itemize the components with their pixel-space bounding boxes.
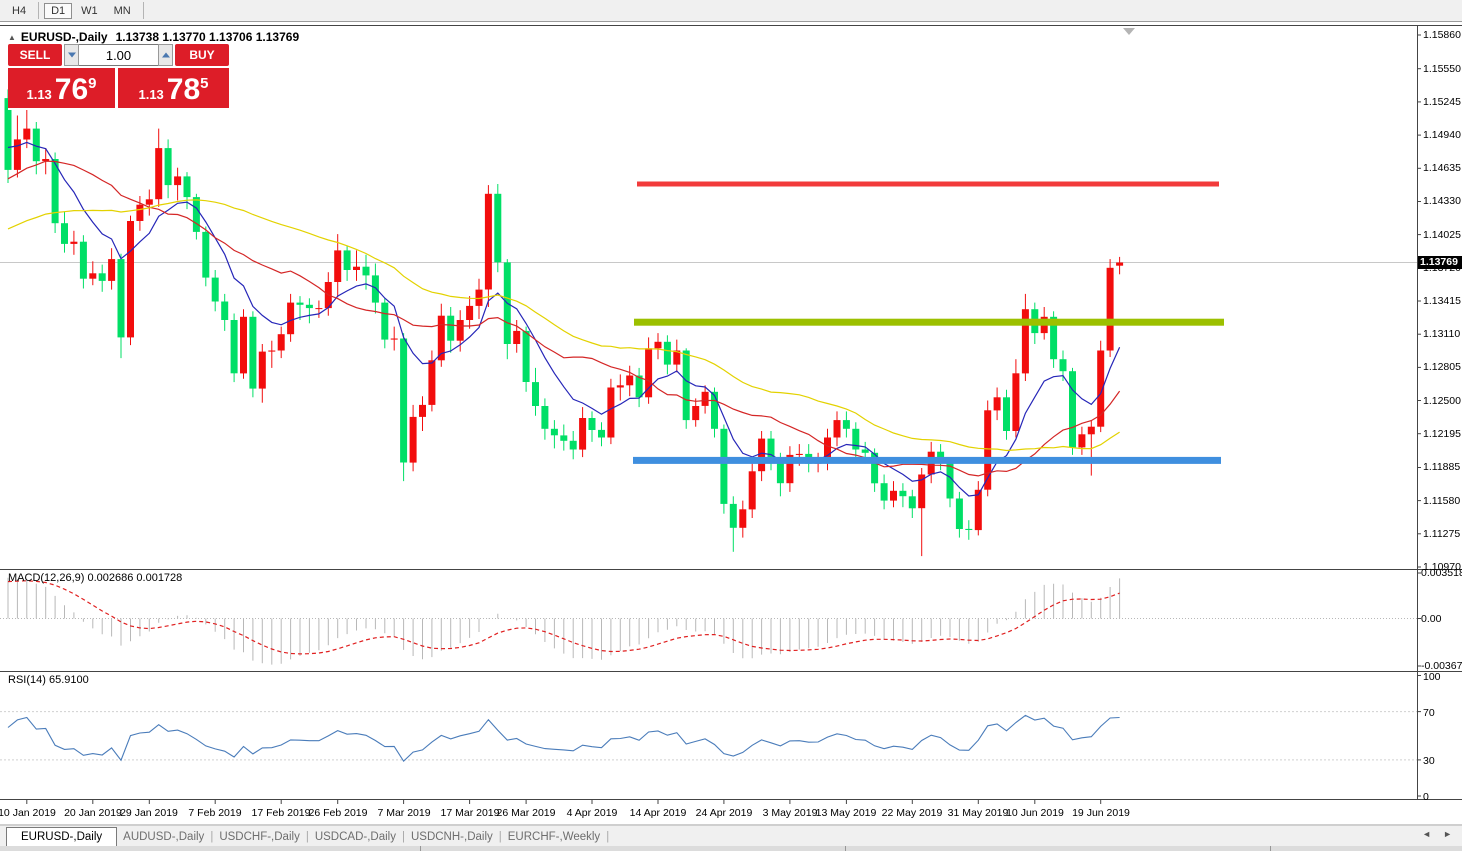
buy-price-sup: 5 — [200, 75, 209, 92]
date-tick-label: 17 Feb 2019 — [251, 807, 311, 819]
date-tick-label: 13 May 2019 — [815, 807, 877, 819]
date-tick-label: 7 Mar 2019 — [377, 807, 431, 819]
chart-tab-eurchf-weekly[interactable]: EURCHF-,Weekly — [507, 830, 601, 843]
price-tick-label: 1.11580 — [1423, 495, 1461, 507]
date-tick-label: 22 May 2019 — [881, 807, 943, 819]
rsi-panel[interactable] — [0, 672, 1417, 799]
date-tick-label: 20 Jan 2019 — [64, 807, 122, 819]
timeframe-toolbar: H4 D1 W1 MN — [0, 0, 1462, 22]
macd-tick-label: -0.00367 — [1421, 660, 1462, 672]
price-tick-label: 1.12805 — [1423, 361, 1461, 373]
status-separator — [420, 846, 421, 851]
macd-panel[interactable] — [0, 570, 1417, 671]
toolbar-separator — [38, 2, 40, 19]
chart-tab-usdchf-daily[interactable]: USDCHF-,Daily — [219, 830, 300, 843]
buy-button[interactable]: BUY — [175, 44, 229, 66]
collapse-arrow-icon[interactable]: ▲ — [8, 33, 16, 42]
volume-increase-button[interactable] — [158, 44, 173, 66]
sell-price-sup: 9 — [88, 75, 97, 92]
macd-tick-label: 0.00 — [1421, 613, 1442, 625]
sell-button[interactable]: SELL — [8, 44, 62, 66]
date-tick-label: 17 Mar 2019 — [440, 807, 500, 819]
tab-separator: | — [498, 830, 502, 843]
volume-control — [64, 44, 173, 66]
price-tick-label: 1.14940 — [1423, 129, 1461, 141]
chart-tab-eurusd-daily[interactable]: EURUSD-,Daily — [6, 826, 118, 847]
date-tick-label: 29 Jan 2019 — [120, 807, 178, 819]
sell-price-display[interactable]: 1.13 76 9 — [8, 68, 115, 108]
tab-scroll-arrows: ◄ ► — [1422, 829, 1452, 839]
buy-price-big: 78 — [166, 73, 201, 106]
down-arrow-icon — [67, 52, 76, 58]
tab-separator: | — [305, 830, 309, 843]
timeframe-button-h4[interactable]: H4 — [12, 4, 27, 17]
price-tick-label: 1.14330 — [1423, 195, 1461, 207]
date-tick-label: 7 Feb 2019 — [188, 807, 242, 819]
timeframe-button-w1[interactable]: W1 — [81, 4, 98, 17]
chart-symbol-title: EURUSD-,Daily — [20, 30, 108, 44]
chart-shift-marker-icon — [1123, 28, 1135, 35]
volume-decrease-button[interactable] — [64, 44, 79, 66]
price-tick-label: 1.10970 — [1423, 561, 1461, 573]
date-tick-label: 3 May 2019 — [762, 807, 818, 819]
sell-price-big: 76 — [54, 73, 89, 106]
rsi-tick-label: 30 — [1423, 755, 1435, 767]
macd-tick-label: 0.003518 — [1421, 567, 1462, 579]
price-tick-label: 1.12195 — [1423, 428, 1461, 440]
macd-indicator-label: MACD(12,26,9) 0.002686 0.001728 — [8, 572, 183, 584]
tab-scroll-right-icon[interactable]: ► — [1443, 829, 1452, 839]
date-tick-label: 31 May 2019 — [947, 807, 1009, 819]
price-tick-label: 1.11275 — [1423, 528, 1461, 540]
price-tick-label: 1.11885 — [1423, 461, 1461, 473]
rsi-tick-label: 100 — [1423, 671, 1441, 683]
chart-tab-usdcnh-daily[interactable]: USDCNH-,Daily — [410, 830, 493, 843]
date-tick-label: 10 Jun 2019 — [1006, 807, 1064, 819]
buy-price-prefix: 1.13 — [138, 87, 164, 102]
price-axis — [1417, 26, 1462, 799]
toolbar-separator — [142, 2, 144, 19]
current-price-label: 1.13769 — [1418, 256, 1462, 269]
date-tick-label: 14 Apr 2019 — [629, 807, 687, 819]
tab-separator: | — [210, 830, 214, 843]
price-tick-label: 1.14635 — [1423, 162, 1461, 174]
price-tick-label: 1.15860 — [1423, 29, 1461, 41]
date-tick-label: 19 Jun 2019 — [1072, 807, 1130, 819]
tab-separator: | — [401, 830, 405, 843]
price-tick-label: 1.12500 — [1423, 395, 1461, 407]
tab-separator: | — [606, 830, 610, 843]
date-tick-label: 26 Feb 2019 — [308, 807, 368, 819]
price-tick-label: 1.13415 — [1423, 295, 1461, 307]
date-tick-label: 24 Apr 2019 — [695, 807, 753, 819]
chart-title-bar: ▲ EURUSD-,Daily 1.13738 1.13770 1.13706 1.… — [8, 30, 299, 44]
one-click-trading-panel: SELL BUY 1.13 76 9 1.13 78 5 — [8, 44, 229, 110]
price-tick-label: 1.13110 — [1423, 328, 1461, 340]
date-tick-label: 4 Apr 2019 — [566, 807, 618, 819]
timeframe-button-mn[interactable]: MN — [113, 4, 131, 17]
chart-tab-audusd-daily[interactable]: AUDUSD-,Daily — [123, 830, 205, 843]
sell-price-prefix: 1.13 — [26, 87, 52, 102]
buy-price-display[interactable]: 1.13 78 5 — [118, 68, 229, 108]
chart-tab-bar: EURUSD-,Daily AUDUSD-,Daily | USDCHF-,Daily… — [0, 825, 1462, 847]
chart-tabs: EURUSD-,Daily AUDUSD-,Daily | USDCHF-,Daily… — [0, 826, 610, 847]
status-strip — [0, 846, 1462, 851]
rsi-tick-label: 70 — [1423, 707, 1435, 719]
rsi-indicator-label: RSI(14) 65.9100 — [8, 674, 89, 686]
volume-input[interactable] — [79, 44, 158, 66]
date-tick-label: 26 Mar 2019 — [496, 807, 556, 819]
status-separator — [1270, 846, 1271, 851]
timeframe-buttons: H4 D1 W1 MN — [4, 2, 148, 19]
date-tick-label: 10 Jan 2019 — [0, 807, 56, 819]
rsi-tick-label: 0 — [1423, 791, 1429, 803]
price-tick-label: 1.15245 — [1423, 96, 1461, 108]
chart-ohlc-quotes: 1.13738 1.13770 1.13706 1.13769 — [115, 30, 300, 44]
status-separator — [845, 846, 846, 851]
timeframe-button-d1[interactable]: D1 — [44, 2, 73, 19]
price-tick-label: 1.14025 — [1423, 229, 1461, 241]
tab-scroll-left-icon[interactable]: ◄ — [1422, 829, 1432, 839]
price-tick-label: 1.15550 — [1423, 63, 1461, 75]
chart-tab-usdcad-daily[interactable]: USDCAD-,Daily — [314, 830, 396, 843]
up-arrow-icon — [161, 52, 170, 58]
